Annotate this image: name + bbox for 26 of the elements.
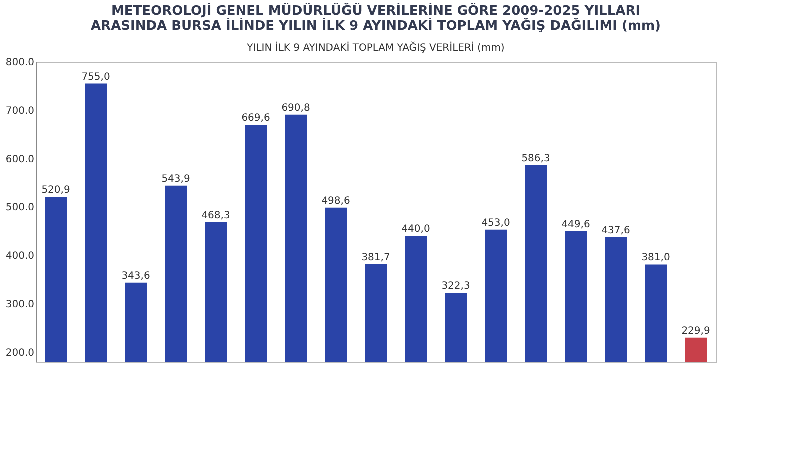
data-label: 669,6 [242,113,270,124]
data-label: 381,0 [642,252,670,264]
y-tick-label: 200.0 [6,348,34,359]
data-label: 449,6 [562,220,590,231]
y-tick-label: 300.0 [6,299,34,310]
data-label: 498,6 [322,196,350,207]
data-label: 440,0 [402,224,430,236]
data-label: 229,9 [682,326,710,337]
data-label: 322,3 [442,281,470,292]
data-label: 543,9 [162,174,190,185]
data-label: 690,8 [282,102,310,114]
y-tick-label: 400.0 [6,251,34,262]
data-label: 586,3 [522,153,550,164]
y-tick-label: 600.0 [6,154,34,166]
data-label: 453,0 [482,218,510,229]
chart-title: METEOROLOJİ GENEL MÜDÜRLÜĞÜ VERİLERİNE GÖRE 2009-2025 YILLARI ARASINDA BURSA İLİNDE YILIN İLK 9 AYINDAKİ TOPLAM YAĞIŞ DAĞILIMI (mm) [91,2,661,34]
y-tick-label: 700.0 [6,106,34,117]
data-label: 520,9 [42,185,70,196]
data-label: 755,0 [82,72,110,83]
data-label: 468,3 [202,210,230,222]
data-label: 343,6 [122,270,150,282]
y-tick-label: 500.0 [6,202,34,214]
data-label: 381,7 [362,252,390,264]
data-label: 437,6 [602,225,630,236]
y-tick-label: 800.0 [6,58,34,68]
chart-subtitle: YILIN İLK 9 AYINDAKİ TOPLAM YAĞIŞ VERİLERİ (mm) [246,41,505,54]
